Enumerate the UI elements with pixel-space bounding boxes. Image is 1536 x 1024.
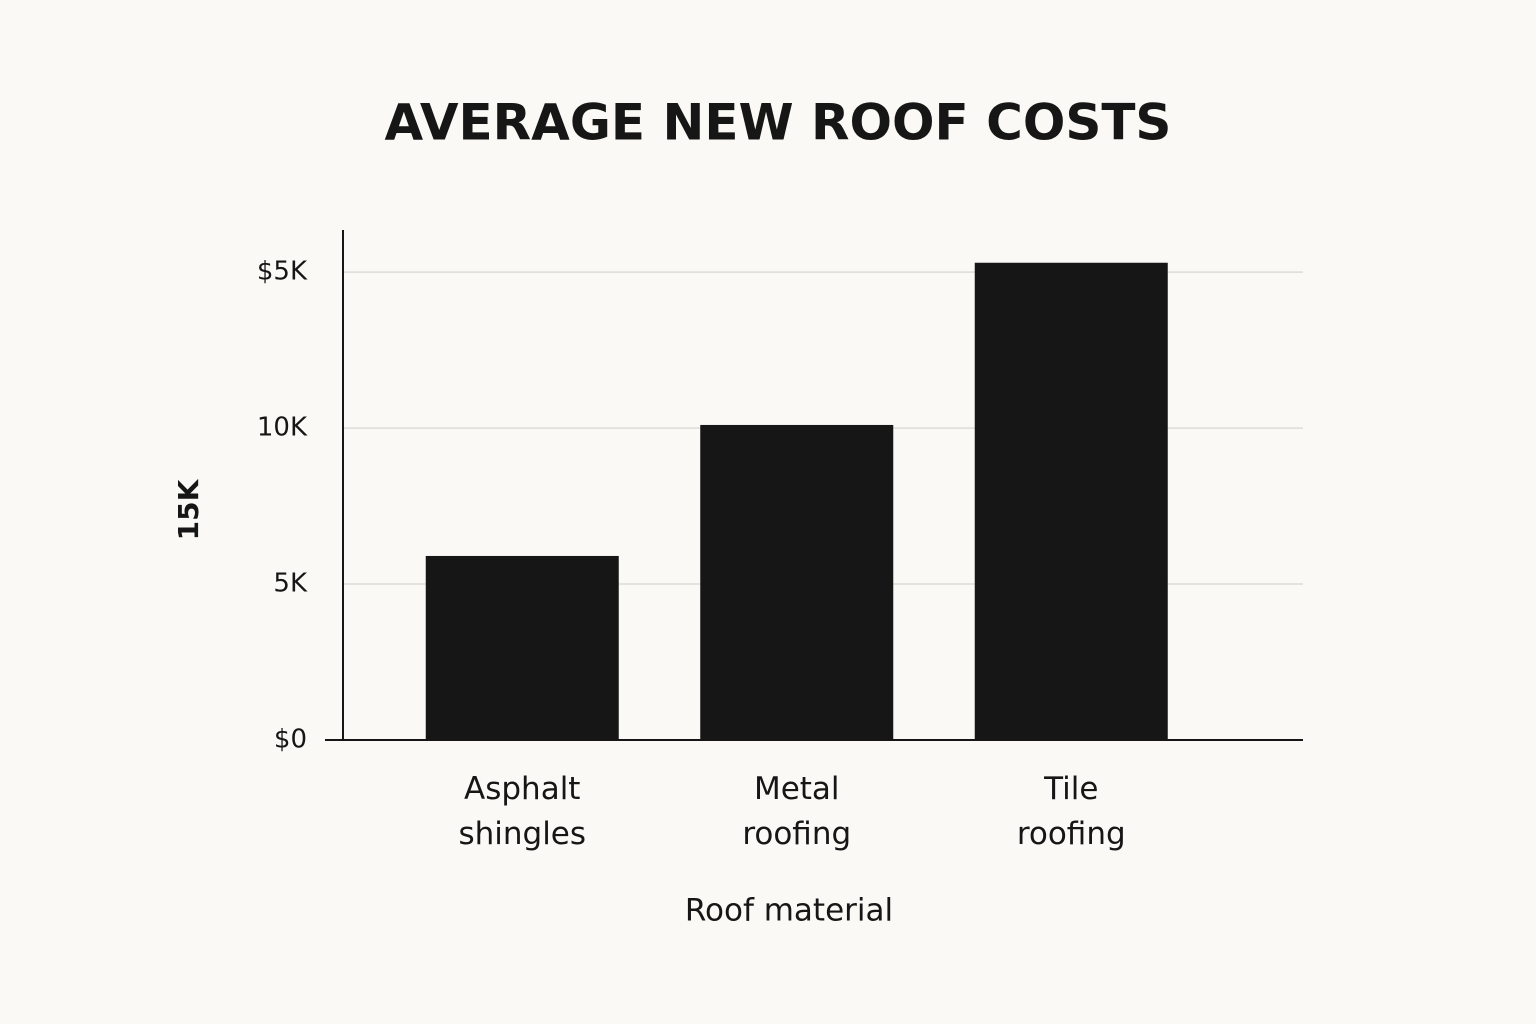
- y-tick-label: $0: [274, 725, 307, 755]
- y-tick-label: 10K: [257, 413, 308, 443]
- bar: [425, 555, 619, 740]
- y-axis-label: 15K: [172, 478, 205, 540]
- chart-title: AVERAGE NEW ROOF COSTS: [385, 94, 1172, 152]
- x-tick-label: Tile roofing: [1017, 771, 1126, 852]
- bar: [700, 424, 894, 740]
- x-tick-label: Asphalt shingles: [458, 771, 586, 852]
- bar: [974, 262, 1168, 740]
- y-tick-label: $5K: [257, 257, 308, 287]
- x-tick-label: Metal roofing: [742, 771, 851, 852]
- x-axis-label: Roof material: [685, 893, 893, 929]
- y-tick-label: 5K: [273, 569, 308, 599]
